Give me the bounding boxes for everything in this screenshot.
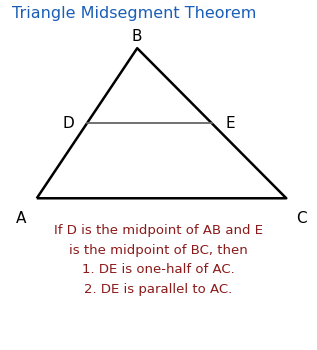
Text: D: D — [63, 116, 74, 131]
Text: If D is the midpoint of AB and E
is the midpoint of BC, then
1. DE is one-half o: If D is the midpoint of AB and E is the … — [54, 224, 263, 296]
Text: A: A — [16, 210, 27, 225]
Text: Triangle Midsegment Theorem: Triangle Midsegment Theorem — [12, 6, 257, 21]
Text: E: E — [225, 116, 235, 131]
Text: B: B — [132, 29, 142, 44]
Text: C: C — [296, 210, 307, 225]
